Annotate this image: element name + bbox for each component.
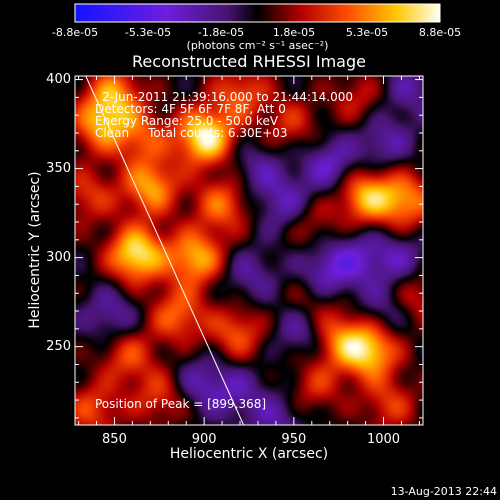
plot-frame: [74, 75, 424, 426]
annotation-time-range: 2-Jun-2011 21:39:16.000 to 21:44:14.000: [102, 90, 353, 104]
x-tick-label: 950: [281, 432, 307, 447]
colorbar-tick-label: 1.8e-05: [272, 26, 316, 39]
y-tick-label: 350: [46, 160, 71, 176]
y-tick-label: 250: [46, 338, 71, 354]
annotation-detectors: Detectors: 4F 5F 6F 7F 8F, Att 0: [95, 102, 286, 116]
colorbar-tick-label: 8.8e-05: [418, 26, 462, 39]
colorbar-tick-label: -8.8e-05: [51, 26, 99, 39]
chart-title: Reconstructed RHESSI Image: [132, 52, 366, 71]
colorbar-tick-label: 5.3e-05: [345, 26, 389, 39]
solar-limb-line: [85, 75, 245, 426]
colorbar-units: (photons cm⁻² s⁻¹ asec⁻²): [186, 39, 329, 52]
x-axis-label: Heliocentric X (arcsec): [169, 446, 329, 462]
y-tick-label: 400: [46, 71, 71, 87]
annotation-clean-counts: Clean Total counts: 6.30E+03: [95, 126, 288, 140]
heatmap-image: [75, 76, 423, 425]
x-tick-label: 850: [102, 432, 127, 447]
x-tick-label: 900: [191, 432, 217, 447]
footer-timestamp: 13-Aug-2013 22:44: [390, 485, 497, 498]
peak-position-label: Position of Peak = [899,368]: [95, 397, 267, 411]
colorbar-tick-label: -1.8e-05: [197, 26, 245, 39]
x-tick-label: 1000: [366, 432, 401, 447]
y-axis-label: Heliocentric Y (arcsec): [27, 171, 43, 329]
axis-ticks: [75, 76, 423, 425]
colorbar-tick-label: -5.3e-05: [124, 26, 172, 39]
annotation-energy-range: Energy Range: 25.0 - 50.0 keV: [95, 114, 279, 128]
colorbar: [75, 4, 440, 22]
y-tick-label: 300: [46, 249, 71, 265]
